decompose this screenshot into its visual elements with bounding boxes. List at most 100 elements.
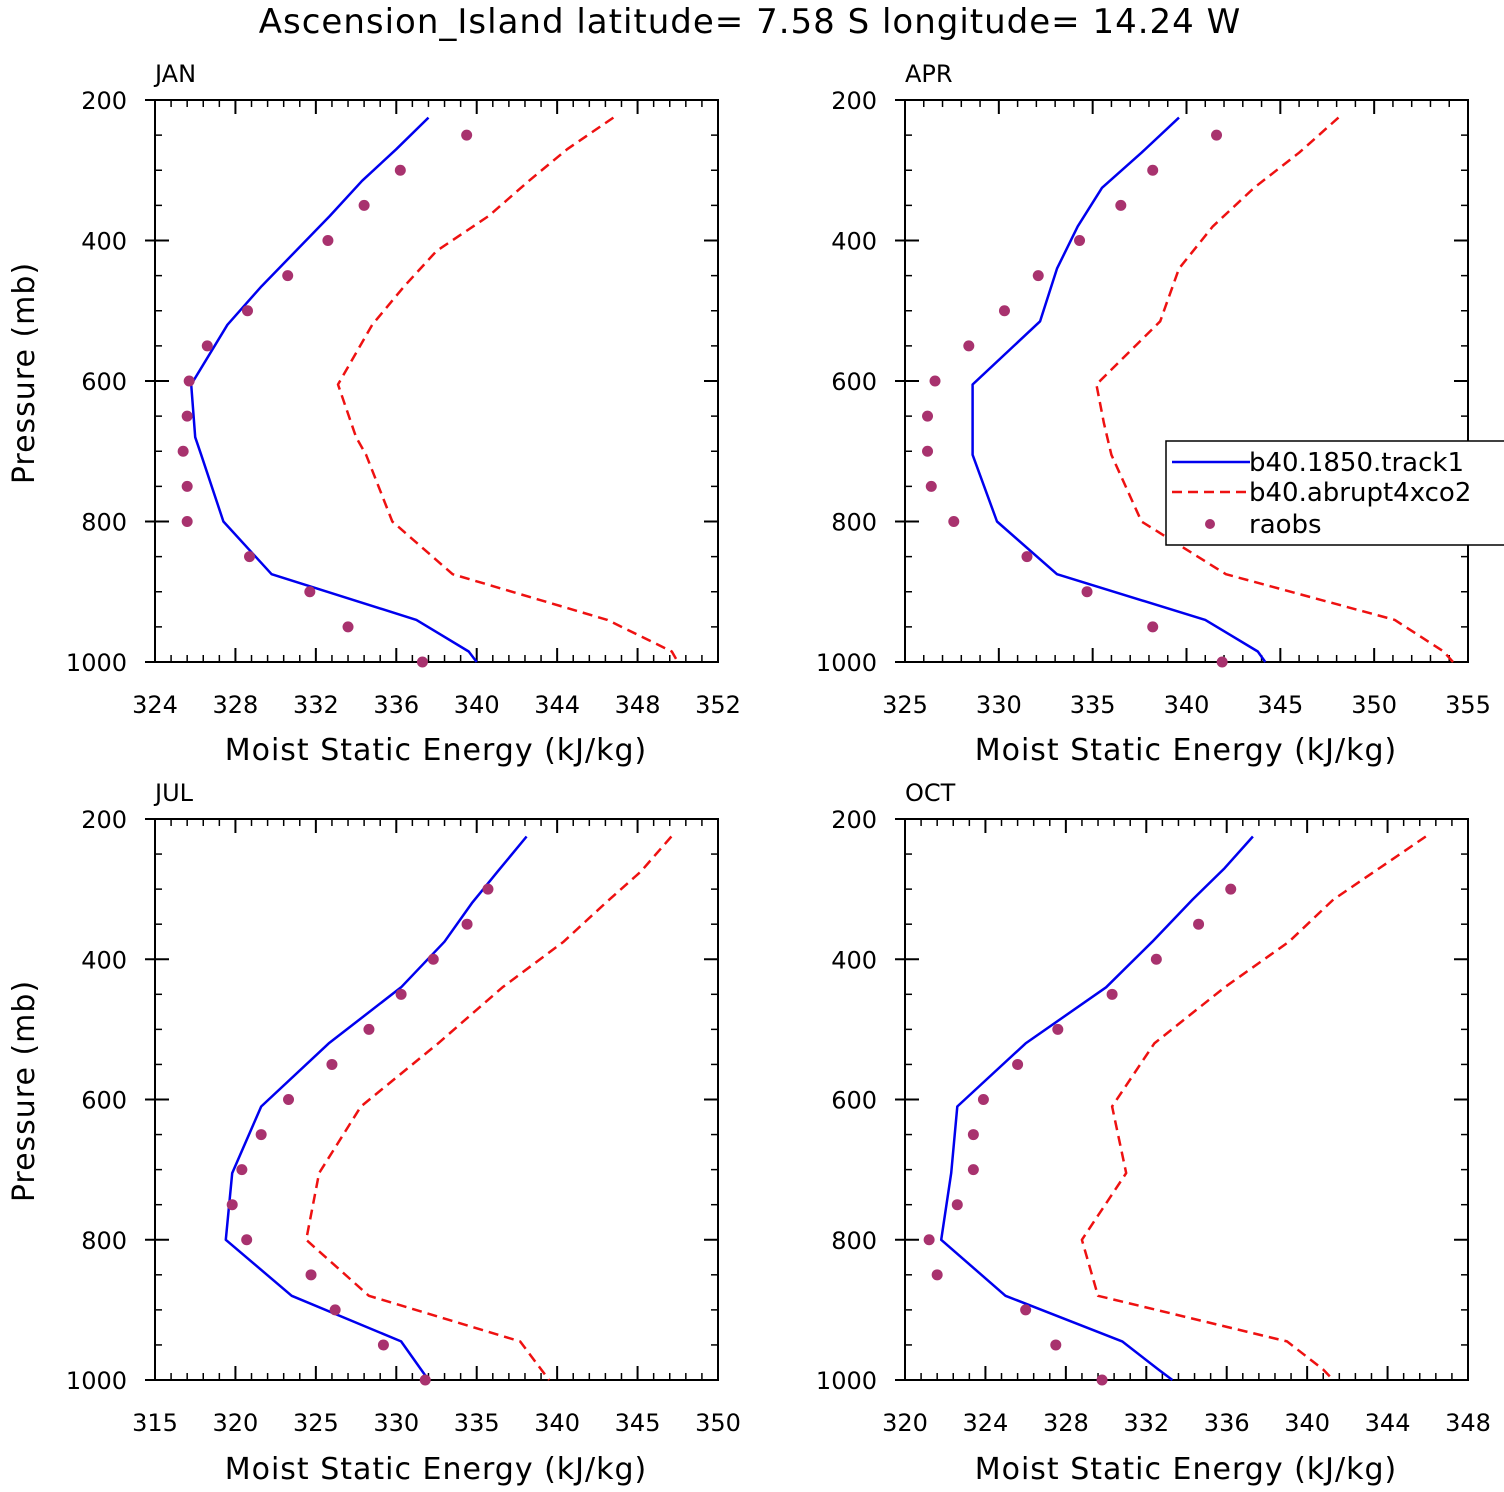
x-tick-label: 340 (1284, 1409, 1330, 1437)
y-tick-label: 800 (831, 509, 877, 537)
y-axis-label: Pressure (mb) (7, 980, 42, 1202)
panel-label: JUL (153, 779, 194, 807)
x-tick-label: 332 (1123, 1409, 1169, 1437)
raobs-point (1012, 1058, 1024, 1070)
x-tick-label: 355 (1445, 691, 1491, 719)
panel-oct: OCT 320 324 328 332 336 340 344 348 200 400 600 800… (816, 779, 1491, 1487)
raobs-point (395, 988, 407, 1000)
series-line-abrupt4xco2 (1080, 835, 1427, 1381)
x-tick-label: 324 (963, 1409, 1009, 1437)
x-tick-label: 315 (132, 1409, 178, 1437)
x-tick-label: 350 (695, 1409, 741, 1437)
x-axis-label: Moist Static Energy (kJ/kg) (975, 733, 1398, 768)
x-tick-label: 348 (1445, 1409, 1491, 1437)
raobs-point (416, 656, 428, 668)
series-line-track1 (971, 116, 1267, 663)
raobs-point (951, 1199, 963, 1211)
x-tick-label: 332 (293, 691, 339, 719)
raobs-point (419, 1374, 431, 1386)
x-tick-label: 345 (615, 1409, 661, 1437)
x-tick-label: 328 (1043, 1409, 1089, 1437)
raobs-point (948, 516, 960, 527)
y-tick-label: 600 (81, 1087, 127, 1115)
raobs-point (922, 410, 934, 422)
raobs-point (183, 375, 195, 387)
series-line-abrupt4xco2 (336, 116, 679, 663)
x-tick-label: 330 (373, 1409, 419, 1437)
raobs-point (1050, 1339, 1062, 1351)
panel-label: APR (905, 60, 953, 88)
plot-area: 325 330 335 340 345 350 355 200 400 600 800 1000 (816, 87, 1491, 719)
x-tick-label: 344 (534, 691, 580, 719)
legend-entry-track1: b40.1850.track1 (1249, 448, 1464, 478)
x-axis-label: Moist Static Energy (kJ/kg) (225, 1452, 648, 1487)
raobs-point (929, 375, 941, 387)
series-line-abrupt4xco2 (304, 835, 673, 1381)
legend-entry-raobs: raobs (1249, 510, 1322, 540)
raobs-point (461, 129, 473, 141)
raobs-point (181, 480, 193, 492)
raobs-point (922, 445, 934, 457)
raobs-point (1032, 270, 1044, 282)
x-axis-label: Moist Static Energy (kJ/kg) (975, 1452, 1398, 1487)
raobs-point (241, 1234, 253, 1246)
x-tick-label: 350 (1351, 691, 1397, 719)
raobs-point (923, 1234, 935, 1246)
x-tick-label: 335 (454, 1409, 500, 1437)
y-tick-label: 1000 (66, 1367, 127, 1395)
raobs-point (304, 586, 316, 598)
y-tick-label: 800 (831, 1227, 877, 1255)
raobs-point (1193, 918, 1205, 930)
plot-area: 320 324 328 332 336 340 344 348 200 400 600 800 1000 (816, 806, 1491, 1437)
legend-swatch-raobs (1205, 519, 1215, 529)
raobs-point (201, 340, 213, 352)
series-line-abrupt4xco2 (1095, 116, 1454, 663)
x-tick-label: 320 (882, 1409, 928, 1437)
raobs-point (998, 305, 1010, 317)
plot-frame (154, 99, 719, 663)
x-tick-label: 330 (976, 691, 1022, 719)
y-tick-label: 800 (81, 1227, 127, 1255)
raobs-point (394, 164, 406, 176)
series-line-track1 (224, 835, 528, 1381)
x-tick-label: 325 (882, 691, 928, 719)
y-tick-label: 600 (831, 368, 877, 396)
raobs-point (1150, 953, 1162, 965)
y-tick-label: 400 (81, 228, 127, 256)
raobs-point (427, 953, 439, 965)
raobs-point (925, 480, 937, 492)
raobs-point (1147, 621, 1159, 633)
y-tick-label: 600 (81, 368, 127, 396)
raobs-point (358, 199, 370, 211)
raobs-point (282, 270, 294, 282)
y-tick-label: 800 (81, 509, 127, 537)
raobs-point (1020, 1304, 1032, 1316)
panel-apr: APR 325 330 335 340 345 350 355 200 400 600 800 100… (816, 60, 1491, 768)
raobs-point (236, 1164, 248, 1176)
y-tick-label: 400 (831, 946, 877, 974)
raobs-point (226, 1199, 238, 1211)
plot-area: 324 328 332 336 340 344 348 352 200 400 600 800 1000 (66, 87, 741, 719)
raobs-point (1052, 1023, 1064, 1035)
figure-title: Ascension_Island latitude= 7.58 S longit… (259, 2, 1242, 42)
x-tick-label: 335 (1070, 691, 1116, 719)
y-tick-label: 200 (831, 806, 877, 834)
plot-area: 315 320 325 330 335 340 345 350 200 400 600 800 1000 (66, 806, 741, 1437)
raobs-point (177, 445, 189, 457)
legend-entry-abrupt4xco2: b40.abrupt4xco2 (1249, 478, 1471, 508)
panel-jan: JAN 324 328 332 336 340 344 348 352 200 400 600 800… (7, 60, 741, 768)
raobs-point (931, 1269, 943, 1281)
plot-frame (904, 818, 1469, 1381)
raobs-point (244, 551, 256, 563)
raobs-point (1021, 551, 1033, 563)
raobs-point (461, 918, 473, 930)
y-tick-label: 1000 (816, 649, 877, 677)
raobs-point (1216, 656, 1228, 668)
raobs-point (181, 516, 193, 527)
raobs-point (1096, 1374, 1108, 1386)
legend: b40.1850.track1 b40.abrupt4xco2 raobs (1165, 440, 1504, 546)
raobs-point (1106, 988, 1118, 1000)
panel-label: JAN (153, 60, 196, 88)
y-tick-label: 400 (81, 946, 127, 974)
raobs-point (342, 621, 354, 633)
